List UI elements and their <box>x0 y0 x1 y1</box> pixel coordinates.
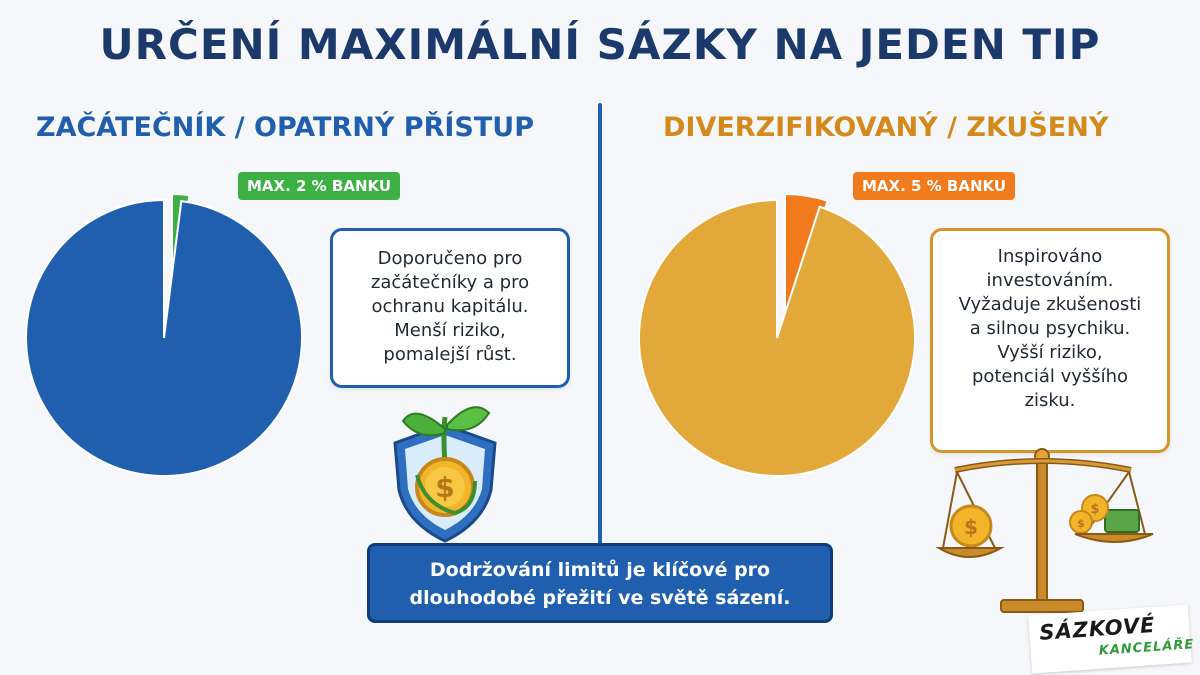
section-divider <box>598 103 602 553</box>
callout-line: potenciál vyššího <box>971 366 1129 387</box>
beginner-pie-chart <box>25 192 303 477</box>
beginner-max-label: MAX. 2 % BANKU <box>238 172 401 200</box>
experienced-pie-chart <box>638 192 916 477</box>
right-section-heading: DIVERZIFIKOVANÝ / ZKUŠENÝ <box>663 112 1109 143</box>
balance-scale-icon: $ $ $ <box>935 448 1154 613</box>
beginner-pie-slice-remaining <box>25 198 303 477</box>
callout-line: Vyžaduje zkušenosti <box>958 294 1142 315</box>
svg-text:$: $ <box>1090 502 1099 517</box>
beginner-description-callout: Doporučeno pro začátečníky a pro ochranu… <box>330 228 570 388</box>
experienced-pie-slice-remaining <box>638 198 916 477</box>
footer-line: Dodržování limitů je klíčové pro <box>429 559 771 581</box>
svg-text:$: $ <box>435 471 454 504</box>
logo-text-bottom: KANCELÁŘE <box>1098 637 1195 659</box>
svg-text:$: $ <box>964 515 978 539</box>
experienced-description-callout: Inspirováno investováním. Vyžaduje zkuše… <box>930 228 1170 453</box>
callout-line: Inspirováno <box>997 246 1103 267</box>
callout-line: Menší riziko, <box>394 320 506 341</box>
brand-logo: SÁZKOVÉ KANCELÁŘE <box>1028 604 1195 674</box>
callout-line: Vyšší riziko, <box>997 342 1103 363</box>
page-title: URČENÍ MAXIMÁLNÍ SÁZKY NA JEDEN TIP <box>99 20 1101 69</box>
callout-line: a silnou psychiku. <box>969 318 1131 339</box>
footer-message: Dodržování limitů je klíčové pro dlouhod… <box>367 543 833 623</box>
callout-line: investováním. <box>986 270 1114 291</box>
footer-line: dlouhodobé přežití ve světě sázení. <box>409 587 791 609</box>
left-section-heading: ZAČÁTEČNÍK / OPATRNÝ PŘÍSTUP <box>36 112 535 143</box>
callout-line: začátečníky a pro <box>370 272 530 293</box>
experienced-max-label: MAX. 5 % BANKU <box>853 172 1016 200</box>
callout-line: pomalejší růst. <box>383 344 517 365</box>
svg-text:$: $ <box>1077 517 1085 530</box>
callout-line: ochranu kapitálu. <box>371 296 529 317</box>
plant-shield-icon: $ <box>393 406 497 543</box>
callout-line: zisku. <box>1024 390 1076 411</box>
callout-line: Doporučeno pro <box>377 248 523 269</box>
